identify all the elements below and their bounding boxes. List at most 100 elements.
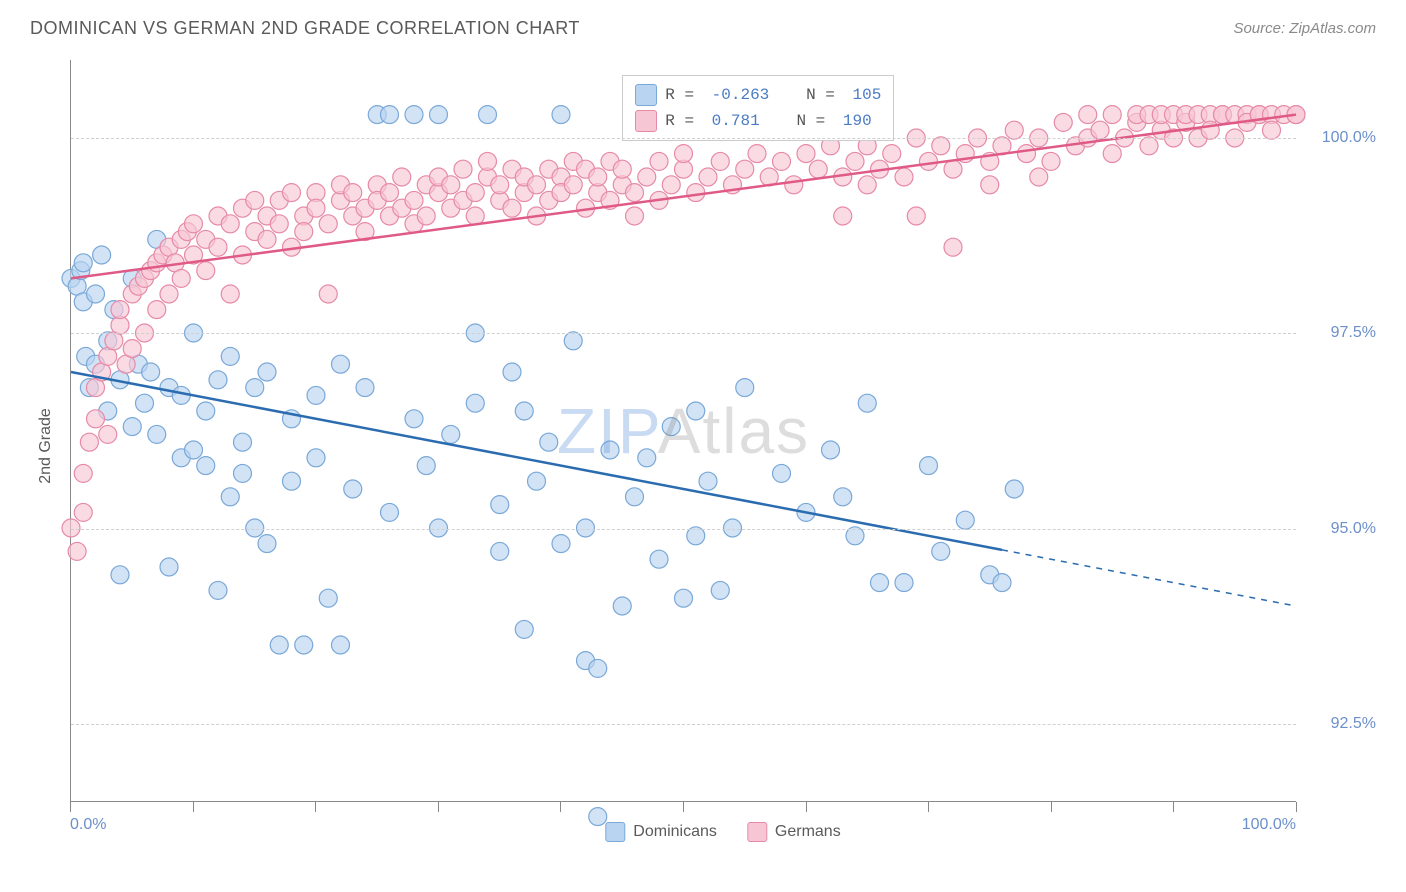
scatter-point (417, 457, 435, 475)
scatter-point (589, 808, 607, 826)
scatter-point (442, 425, 460, 443)
scatter-point (1030, 168, 1048, 186)
scatter-point (834, 488, 852, 506)
stats-row: R = 0.781 N = 190 (635, 108, 881, 134)
scatter-point (246, 379, 264, 397)
scatter-point (699, 168, 717, 186)
x-tick (315, 802, 316, 812)
scatter-point (687, 184, 705, 202)
legend-swatch-germans (747, 822, 767, 842)
scatter-point (344, 184, 362, 202)
x-tick (806, 802, 807, 812)
scatter-point (270, 636, 288, 654)
scatter-point (503, 363, 521, 381)
scatter-point (613, 160, 631, 178)
stats-r-value: 0.781 (712, 112, 760, 130)
scatter-point (858, 176, 876, 194)
scatter-point (552, 106, 570, 124)
stats-r-label: R = (665, 86, 703, 104)
scatter-point (295, 223, 313, 241)
stats-r-label: R = (665, 112, 703, 130)
scatter-point (1140, 137, 1158, 155)
scatter-point (283, 184, 301, 202)
scatter-point (197, 262, 215, 280)
scatter-point (381, 106, 399, 124)
scatter-point (87, 285, 105, 303)
x-tick (683, 802, 684, 812)
scatter-point (160, 558, 178, 576)
scatter-point (736, 160, 754, 178)
scatter-point (160, 285, 178, 303)
scatter-point (907, 207, 925, 225)
scatter-point (479, 106, 497, 124)
scatter-point (956, 511, 974, 529)
plot-area: ZIPAtlas R = -0.263 N = 105R = 0.781 N =… (70, 60, 1296, 802)
stats-legend-box: R = -0.263 N = 105R = 0.781 N = 190 (622, 75, 894, 141)
stats-swatch (635, 110, 657, 132)
x-tick (438, 802, 439, 812)
scatter-point (185, 215, 203, 233)
scatter-point (1201, 121, 1219, 139)
scatter-point (93, 246, 111, 264)
scatter-point (111, 301, 129, 319)
scatter-point (1103, 145, 1121, 163)
scatter-point (307, 386, 325, 404)
scatter-point (552, 535, 570, 553)
scatter-point (74, 503, 92, 521)
scatter-point (99, 425, 117, 443)
scatter-point (711, 152, 729, 170)
scatter-point (613, 597, 631, 615)
scatter-point (405, 410, 423, 428)
scatter-point (209, 371, 227, 389)
scatter-point (197, 457, 215, 475)
scatter-point (258, 363, 276, 381)
scatter-point (148, 425, 166, 443)
scatter-point (773, 464, 791, 482)
scatter-point (405, 191, 423, 209)
scatter-point (858, 394, 876, 412)
scatter-point (74, 464, 92, 482)
gridline (71, 529, 1296, 530)
chart-title: DOMINICAN VS GERMAN 2ND GRADE CORRELATIO… (30, 18, 580, 39)
scatter-point (1091, 121, 1109, 139)
scatter-point (87, 410, 105, 428)
scatter-point (405, 106, 423, 124)
scatter-point (809, 160, 827, 178)
scatter-point (626, 207, 644, 225)
scatter-point (785, 176, 803, 194)
scatter-point (1005, 480, 1023, 498)
scatter-point (172, 269, 190, 287)
scatter-point (307, 449, 325, 467)
scatter-point (564, 332, 582, 350)
x-tick (70, 802, 71, 812)
bottom-legend: Dominicans Germans (605, 822, 840, 842)
scatter-point (221, 215, 239, 233)
scatter-point (68, 542, 86, 560)
scatter-point (209, 581, 227, 599)
scatter-point (834, 207, 852, 225)
y-tick-label: 95.0% (1331, 520, 1376, 538)
scatter-point (209, 238, 227, 256)
scatter-point (797, 145, 815, 163)
scatter-point (185, 441, 203, 459)
scatter-point (74, 254, 92, 272)
stats-r-value: -0.263 (712, 86, 770, 104)
scatter-point (234, 464, 252, 482)
scatter-point (515, 402, 533, 420)
scatter-point (221, 347, 239, 365)
scatter-point (442, 176, 460, 194)
scatter-point (466, 394, 484, 412)
scatter-point (381, 503, 399, 521)
scatter-point (111, 566, 129, 584)
legend-swatch-dominicans (605, 822, 625, 842)
scatter-point (883, 145, 901, 163)
scatter-point (981, 176, 999, 194)
scatter-point (319, 285, 337, 303)
legend-item-germans: Germans (747, 822, 841, 842)
scatter-point (773, 152, 791, 170)
scatter-point (221, 285, 239, 303)
scatter-point (528, 472, 546, 490)
scatter-point (589, 168, 607, 186)
scatter-point (650, 152, 668, 170)
scatter-point (491, 176, 509, 194)
